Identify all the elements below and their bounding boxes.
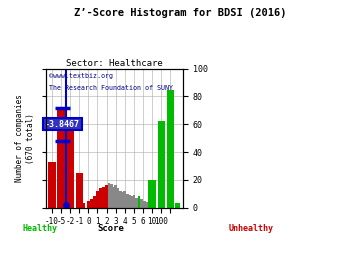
Bar [123, 191, 126, 208]
Text: ©www.textbiz.org: ©www.textbiz.org [49, 73, 113, 79]
Bar [99, 188, 102, 208]
Bar [102, 187, 105, 208]
Bar [76, 173, 83, 208]
Bar [126, 194, 129, 208]
Bar [96, 191, 99, 208]
Bar [113, 187, 116, 208]
Bar [114, 185, 117, 208]
Bar [87, 201, 90, 208]
Bar [111, 184, 113, 208]
Bar [175, 203, 180, 208]
Bar [117, 188, 120, 208]
Text: Z’-Score Histogram for BDSI (2016): Z’-Score Histogram for BDSI (2016) [74, 8, 286, 18]
Bar [131, 197, 134, 208]
Bar [122, 192, 125, 208]
Y-axis label: Number of companies
(670 total): Number of companies (670 total) [15, 94, 35, 182]
Text: The Research Foundation of SUNY: The Research Foundation of SUNY [49, 85, 173, 91]
Bar [108, 183, 111, 208]
Text: Unhealthy: Unhealthy [229, 224, 274, 233]
Title: Sector: Healthcare: Sector: Healthcare [66, 59, 163, 68]
Bar [120, 191, 122, 208]
Bar [129, 195, 131, 208]
Bar [146, 202, 149, 208]
Bar [148, 180, 156, 208]
Bar [67, 131, 74, 208]
Bar [82, 203, 85, 208]
Text: Score: Score [97, 224, 124, 233]
Bar [48, 162, 55, 208]
Bar [105, 185, 108, 208]
Text: Healthy: Healthy [22, 224, 57, 233]
Bar [138, 197, 140, 208]
Bar [93, 197, 96, 208]
Bar [132, 195, 135, 208]
Text: -3.8467: -3.8467 [45, 120, 80, 129]
Bar [57, 110, 65, 208]
Bar [144, 201, 146, 208]
Bar [135, 198, 138, 208]
Bar [167, 90, 174, 208]
Bar [149, 203, 152, 208]
Bar [140, 199, 143, 208]
Bar [90, 199, 93, 208]
Bar [158, 122, 165, 208]
